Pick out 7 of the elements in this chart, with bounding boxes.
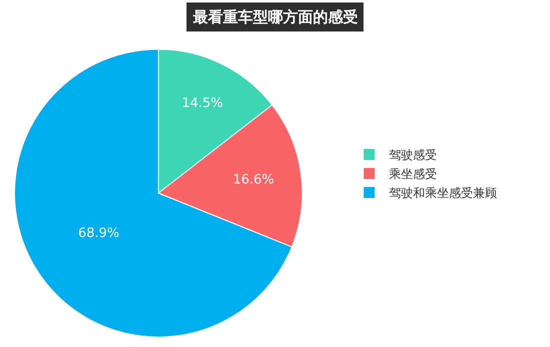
data-label: 68.9% — [78, 226, 120, 241]
legend-label: 乘坐感受 — [389, 167, 438, 182]
legend-label: 驾驶感受 — [389, 148, 438, 162]
chart-title: 最看重车型哪方面的感受 — [192, 8, 358, 26]
legend-label: 驾驶和乘坐感受兼顾 — [389, 186, 498, 200]
data-label: 14.5% — [182, 96, 224, 111]
data-label: 16.6% — [232, 172, 274, 188]
